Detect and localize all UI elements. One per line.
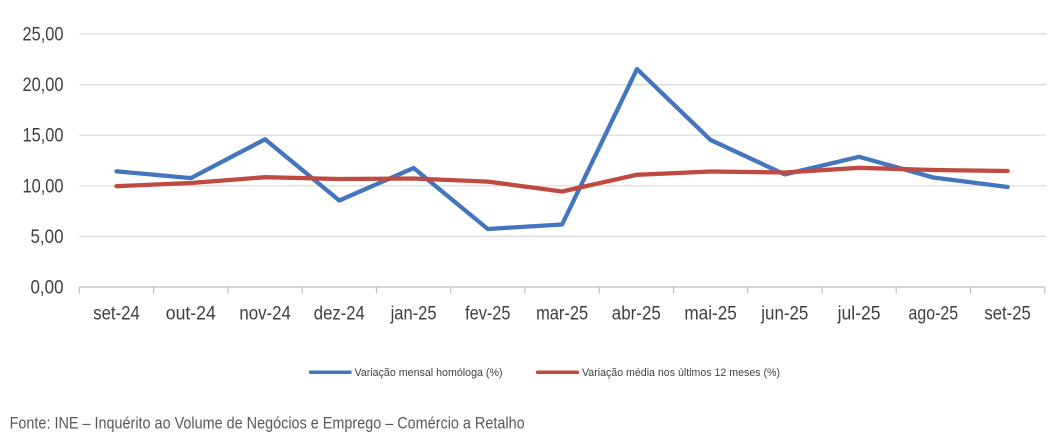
svg-text:out-24: out-24: [166, 303, 216, 324]
svg-text:dez-24: dez-24: [314, 303, 365, 324]
svg-text:Variação mensal homóloga (%): Variação mensal homóloga (%): [355, 367, 503, 379]
svg-text:0,00: 0,00: [31, 278, 64, 299]
svg-text:jul-25: jul-25: [837, 303, 881, 324]
svg-text:Variação média nos últimos 12: Variação média nos últimos 12 meses (%): [582, 367, 780, 379]
svg-text:10,00: 10,00: [23, 176, 64, 197]
svg-text:5,00: 5,00: [31, 227, 64, 248]
svg-text:fev-25: fev-25: [465, 303, 510, 324]
svg-text:Fonte: INE – Inquérito ao Volu: Fonte: INE – Inquérito ao Volume de Negó…: [10, 414, 525, 432]
svg-text:jan-25: jan-25: [390, 303, 437, 324]
svg-text:20,00: 20,00: [23, 75, 64, 96]
svg-text:set-24: set-24: [93, 303, 140, 324]
svg-text:abr-25: abr-25: [612, 303, 661, 324]
svg-text:15,00: 15,00: [23, 126, 64, 147]
svg-text:ago-25: ago-25: [909, 303, 959, 324]
svg-text:mar-25: mar-25: [536, 303, 588, 324]
svg-text:set-25: set-25: [984, 303, 1031, 324]
svg-text:mai-25: mai-25: [684, 303, 737, 324]
svg-text:nov-24: nov-24: [239, 303, 291, 324]
svg-text:jun-25: jun-25: [760, 303, 808, 324]
svg-text:25,00: 25,00: [23, 25, 64, 46]
